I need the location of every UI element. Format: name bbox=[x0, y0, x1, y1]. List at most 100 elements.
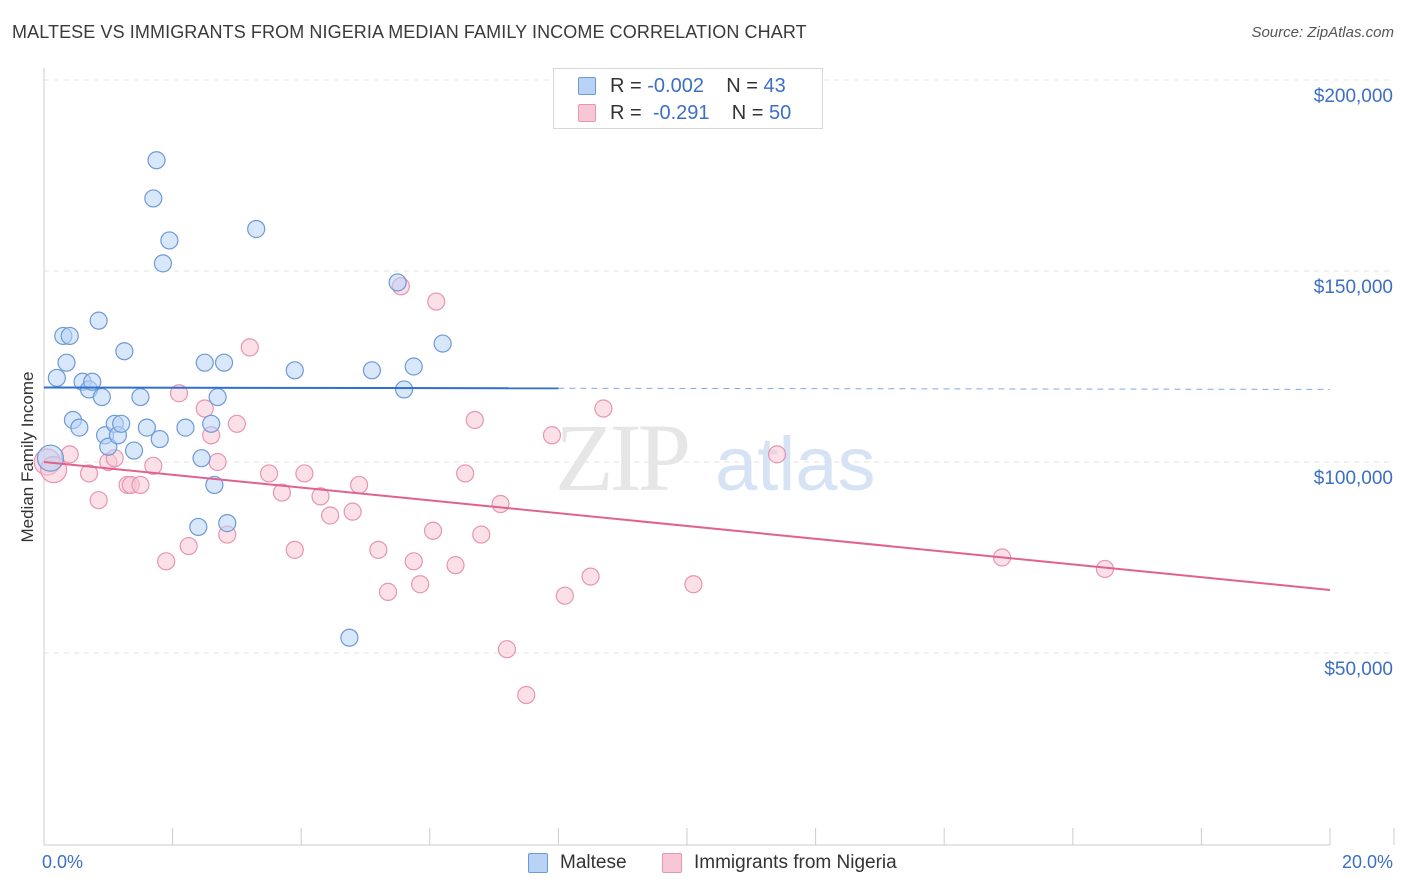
nigeria-point bbox=[343, 502, 362, 521]
maltese-point bbox=[218, 514, 237, 533]
nigeria-point bbox=[369, 540, 388, 559]
maltese-point bbox=[70, 418, 89, 437]
maltese-point bbox=[189, 517, 208, 537]
n-label: N = bbox=[726, 75, 758, 97]
maltese-point bbox=[137, 418, 156, 437]
nigeria-point bbox=[555, 586, 574, 605]
maltese-point bbox=[202, 414, 221, 433]
grid bbox=[44, 79, 1394, 654]
maltese-point bbox=[195, 353, 214, 372]
nigeria-point bbox=[404, 552, 423, 571]
series-maltese bbox=[36, 151, 452, 647]
nigeria-point bbox=[157, 552, 176, 571]
y-tick-label: $50,000 bbox=[1324, 659, 1393, 680]
correlation-legend: R = -0.002 N = 43 R = -0.291 N = 50 bbox=[553, 68, 823, 129]
nigeria-point bbox=[446, 556, 465, 575]
maltese-trend-extension bbox=[558, 387, 1331, 390]
nigeria-point bbox=[594, 399, 613, 418]
maltese-point bbox=[131, 387, 150, 407]
watermark-zip: ZIP bbox=[555, 404, 688, 511]
nigeria-trend-line bbox=[43, 461, 1331, 591]
n-value: 43 bbox=[763, 75, 786, 97]
maltese-point bbox=[394, 380, 414, 399]
maltese-point bbox=[115, 342, 134, 361]
nigeria-point bbox=[456, 464, 475, 483]
watermark-atlas: atlas bbox=[715, 422, 876, 507]
maltese-point bbox=[89, 311, 108, 330]
maltese-point bbox=[433, 334, 452, 353]
nigeria-point bbox=[179, 536, 198, 556]
maltese-point bbox=[192, 449, 211, 468]
maltese-point bbox=[153, 254, 173, 273]
nigeria-point bbox=[684, 575, 703, 594]
maltese-point bbox=[92, 387, 111, 407]
nigeria-point bbox=[195, 399, 214, 418]
nigeria-point bbox=[427, 292, 446, 311]
maltese-point bbox=[362, 361, 382, 380]
nigeria-point bbox=[321, 506, 340, 525]
nigeria-point bbox=[144, 456, 163, 475]
legend-label: Maltese bbox=[560, 852, 627, 873]
maltese-trend-line bbox=[43, 386, 559, 390]
maltese-point bbox=[124, 441, 144, 460]
maltese-point bbox=[214, 353, 234, 372]
source-label: Source: ZipAtlas.com bbox=[1251, 24, 1394, 41]
nigeria-point bbox=[472, 525, 491, 544]
maltese-point bbox=[208, 387, 227, 407]
maltese-point bbox=[285, 361, 304, 380]
maltese-point bbox=[36, 444, 65, 472]
nigeria-point bbox=[208, 452, 227, 472]
maltese-point bbox=[160, 231, 179, 250]
nigeria-point bbox=[169, 384, 189, 403]
y-tick-label: $200,000 bbox=[1313, 86, 1393, 107]
maltese-point bbox=[112, 414, 131, 433]
maltese-point bbox=[150, 429, 169, 449]
nigeria-point bbox=[79, 464, 99, 483]
y-tick-label: $150,000 bbox=[1313, 277, 1393, 298]
maltese-point bbox=[205, 475, 224, 495]
y-tick-label: $100,000 bbox=[1313, 468, 1393, 489]
nigeria-point bbox=[411, 575, 430, 594]
maltese-swatch bbox=[528, 853, 548, 873]
maltese-point bbox=[60, 326, 79, 346]
maltese-point bbox=[247, 219, 266, 239]
maltese-point bbox=[83, 372, 102, 391]
r-value: -0.291 bbox=[652, 102, 710, 124]
maltese-point bbox=[47, 368, 66, 388]
maltese-point bbox=[144, 189, 163, 208]
nigeria-point bbox=[259, 464, 279, 483]
maltese-point bbox=[388, 273, 407, 292]
y-axis-label: Median Family Income bbox=[18, 371, 37, 543]
nigeria-point bbox=[272, 483, 292, 502]
nigeria-point bbox=[767, 445, 787, 464]
nigeria-point bbox=[285, 540, 304, 559]
maltese-swatch bbox=[578, 77, 596, 95]
nigeria-point bbox=[295, 464, 314, 483]
nigeria-point bbox=[378, 582, 398, 601]
nigeria-point bbox=[349, 475, 369, 495]
nigeria-point bbox=[581, 567, 600, 586]
nigeria-point bbox=[517, 685, 536, 705]
nigeria-point bbox=[465, 410, 484, 430]
legend-label: Immigrants from Nigeria bbox=[694, 852, 897, 873]
nigeria-point bbox=[131, 475, 150, 495]
n-value: 50 bbox=[769, 102, 792, 124]
x-tick-label: 0.0% bbox=[42, 852, 84, 872]
n-label: N = bbox=[731, 102, 764, 124]
nigeria-point bbox=[311, 487, 330, 506]
nigeria-swatch bbox=[578, 104, 596, 122]
r-label: R = bbox=[610, 102, 642, 124]
r-label: R = bbox=[610, 75, 642, 97]
trend-lines bbox=[43, 386, 1331, 591]
nigeria-point bbox=[491, 494, 510, 514]
nigeria-swatch bbox=[662, 853, 682, 873]
maltese-point bbox=[340, 628, 359, 647]
maltese-point bbox=[147, 151, 166, 170]
maltese-point bbox=[57, 353, 76, 372]
maltese-point bbox=[176, 418, 195, 437]
nigeria-point bbox=[423, 521, 443, 540]
nigeria-point bbox=[542, 426, 562, 445]
nigeria-point bbox=[497, 640, 517, 659]
chart-title: MALTESE VS IMMIGRANTS FROM NIGERIA MEDIA… bbox=[12, 22, 807, 42]
